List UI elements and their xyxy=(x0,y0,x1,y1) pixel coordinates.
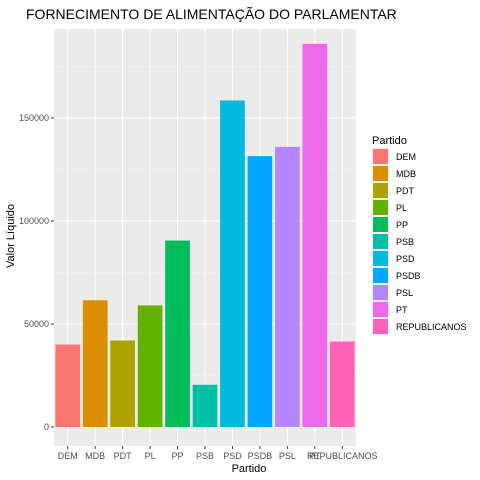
x-tick-label: PDT xyxy=(114,451,133,461)
legend-key-psdb xyxy=(373,268,388,283)
x-tick-label: PSB xyxy=(196,451,214,461)
bar-psdb xyxy=(247,156,273,428)
legend-key-psb xyxy=(373,234,388,249)
legend-label: PSDB xyxy=(396,271,421,281)
bar-psl xyxy=(275,146,300,427)
legend-label: PP xyxy=(396,220,408,230)
legend-label: PSL xyxy=(396,288,413,298)
bar-pdt xyxy=(110,340,135,427)
bars xyxy=(55,43,355,428)
x-tick-label: PSL xyxy=(279,451,296,461)
chart-title: FORNECIMENTO DE ALIMENTAÇÃO DO PARLAMENT… xyxy=(26,6,397,22)
x-axis-title: Partido xyxy=(232,463,267,475)
legend-key-pp xyxy=(373,217,388,232)
bar-pt xyxy=(302,43,328,428)
legend-label: PT xyxy=(396,305,408,315)
legend-label: MDB xyxy=(396,169,416,179)
bar-dem xyxy=(55,344,81,427)
x-tick-label: REPUBLICANOS xyxy=(307,451,378,461)
legend-label: DEM xyxy=(396,152,416,162)
legend-label: REPUBLICANOS xyxy=(396,322,467,332)
x-tick-label: PSD xyxy=(223,451,242,461)
legend-label: PDT xyxy=(396,186,415,196)
bar-pl xyxy=(137,305,163,427)
bar-psb xyxy=(192,384,218,427)
legend-key-mdb xyxy=(373,166,388,181)
x-tick-label: MDB xyxy=(85,451,105,461)
legend-key-pt xyxy=(373,302,388,317)
legend: Partido DEM MDB PDT PL PP PSB PSD PSDB PSL PT REPU… xyxy=(372,135,467,335)
y-tick-label: 50000 xyxy=(24,319,49,329)
legend-key-pl xyxy=(373,200,388,215)
legend-key-dem xyxy=(373,149,388,164)
legend-key-psl xyxy=(373,285,388,300)
x-tick-label: DEM xyxy=(58,451,78,461)
legend-label: PSD xyxy=(396,254,415,264)
y-axis-title: Valor Líquido xyxy=(5,204,17,268)
legend-title: Partido xyxy=(372,135,407,147)
y-tick-label: 150000 xyxy=(19,113,49,123)
bar-pp xyxy=(165,240,190,427)
x-tick-label: PSDB xyxy=(248,451,273,461)
legend-key-psd xyxy=(373,251,388,266)
legend-label: PSB xyxy=(396,237,414,247)
y-tick-label: 0 xyxy=(44,422,49,432)
y-axis: 0 50000 100000 150000 xyxy=(19,113,54,432)
bar-republicanos xyxy=(329,341,355,427)
legend-label: PL xyxy=(396,203,407,213)
legend-key-republicanos xyxy=(373,319,388,334)
x-tick-label: PP xyxy=(172,451,184,461)
x-tick-label: PT xyxy=(309,451,321,461)
bar-psd xyxy=(220,100,245,428)
legend-key-pdt xyxy=(373,183,388,198)
x-tick-label: PL xyxy=(145,451,156,461)
bar-mdb xyxy=(82,300,108,427)
y-tick-label: 100000 xyxy=(19,216,49,226)
